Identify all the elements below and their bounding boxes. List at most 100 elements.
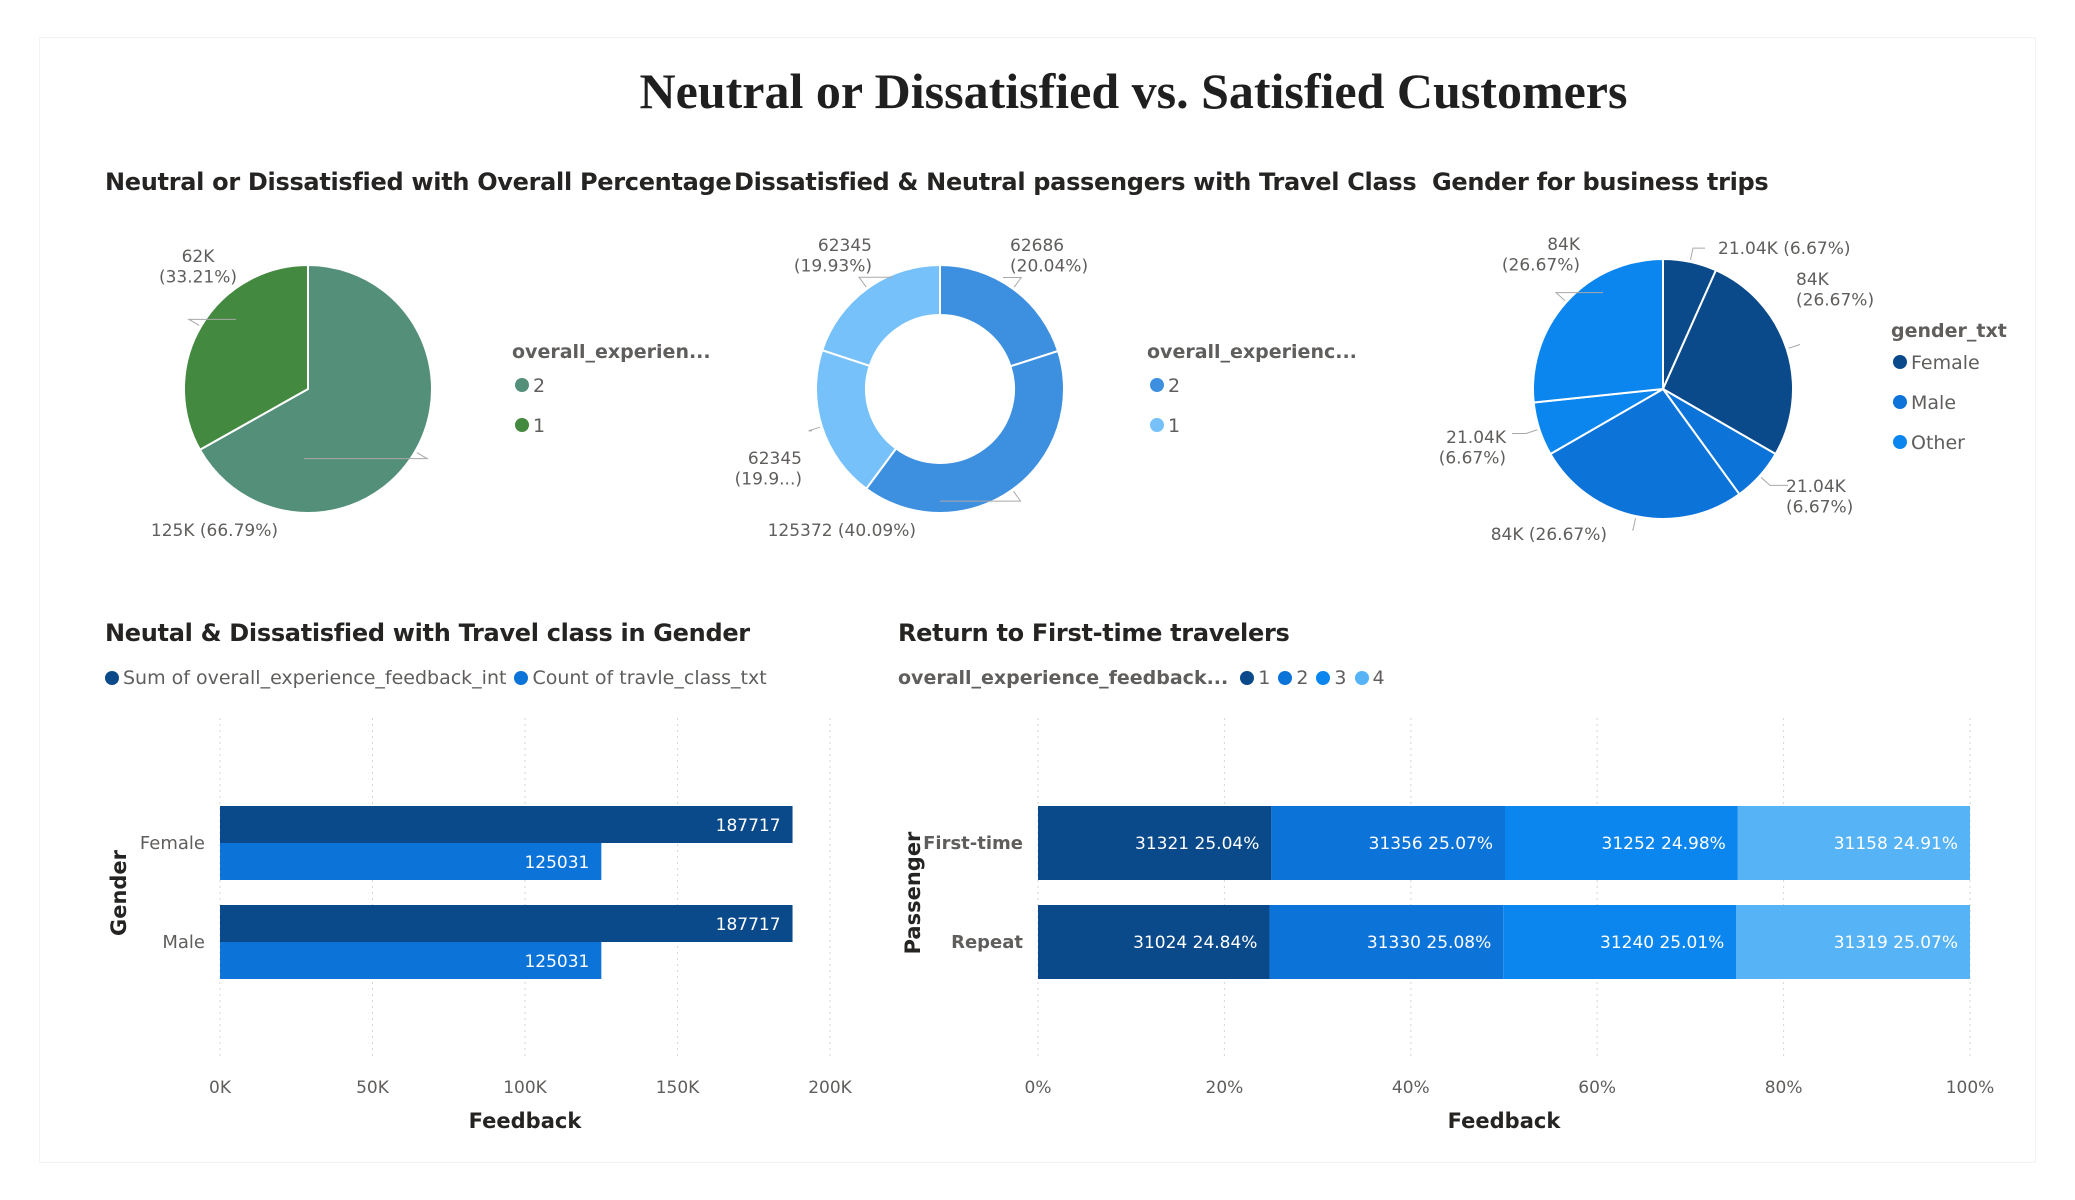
x-tick-label: 40%: [1392, 1078, 1430, 1098]
x-axis-title: Feedback: [1448, 1109, 1562, 1133]
legend-item-other[interactable]: Other: [1911, 432, 1965, 454]
x-tick-label: 20%: [1206, 1078, 1244, 1098]
bar-data-label: 125031: [524, 952, 589, 972]
bar[interactable]: [220, 806, 793, 843]
y-axis-title: Gender: [107, 849, 131, 936]
bar-segment[interactable]: [1038, 806, 1272, 880]
chart-pie3: 21.04K (6.67%) 84K (26.67%) 21.04K (6.67%) 84…: [1439, 235, 1874, 545]
pie1-leader-line: [187, 318, 236, 326]
y-axis-title: Passenger: [901, 831, 925, 954]
bar-data-label: 31158 24.91%: [1834, 834, 1958, 854]
x-tick-label: 60%: [1578, 1078, 1616, 1098]
legend-dot-4-icon: [1354, 671, 1369, 685]
pie3-slice[interactable]: [1549, 387, 1741, 520]
legend-item-2[interactable]: 2: [1296, 667, 1309, 689]
bar-data-label: 31356 25.07%: [1369, 834, 1493, 854]
bar-data-label: 31024 24.84%: [1133, 933, 1257, 953]
legend-item-1[interactable]: 1: [1168, 415, 1180, 437]
legend-dot-2-icon: [1278, 671, 1293, 685]
report-title: Neutral or Dissatisfied vs. Satisfied Cu…: [639, 63, 1628, 119]
legend-item-1[interactable]: 1: [1258, 667, 1271, 689]
pie1-slice[interactable]: [198, 263, 433, 514]
legend-dot-3-icon: [1316, 671, 1331, 685]
pie3-data-label: 21.04K (6.67%): [1718, 239, 1851, 259]
donut-slice[interactable]: [864, 349, 1065, 514]
donut-slice[interactable]: [820, 263, 941, 368]
visual-title-gender-business: Gender for business trips: [1432, 168, 1769, 196]
legend-item-2[interactable]: 2: [533, 375, 545, 397]
donut-data-label: 125372 (40.09%): [768, 521, 916, 541]
pie3-leader-line: [1788, 344, 1801, 349]
category-label-repeat: Repeat: [951, 932, 1023, 953]
bar-segment[interactable]: [1504, 806, 1738, 880]
bar-data-label: 31321 25.04%: [1135, 834, 1259, 854]
legend-item-count[interactable]: Count of travle_class_txt: [532, 667, 767, 689]
bar-data-label: 31319 25.07%: [1834, 933, 1958, 953]
legend-title: gender_txt: [1891, 320, 2007, 342]
legend-item-2[interactable]: 2: [1168, 375, 1180, 397]
bar-segment[interactable]: [1737, 806, 1970, 880]
donut-data-label: 62345 (19.93%): [794, 236, 872, 276]
legend-title: overall_experience_feedback...: [898, 667, 1229, 689]
donut-data-label: 62686 (20.04%): [1010, 236, 1088, 276]
bar-segment[interactable]: [1503, 905, 1737, 979]
pie3-leader-line: [1760, 476, 1788, 486]
pie1-slice[interactable]: [183, 263, 309, 452]
bar-segment[interactable]: [1269, 905, 1504, 979]
pie3-leader-line: [1512, 429, 1538, 434]
legend-item-sum[interactable]: Sum of overall_experience_feedback_int: [123, 667, 507, 689]
legend-dot-icon: [1893, 435, 1907, 449]
visual-title-overall-percentage: Neutral or Dissatisfied with Overall Per…: [105, 168, 732, 196]
x-tick-label: 80%: [1765, 1078, 1803, 1098]
bar2-legend: overall_experience_feedback... 1 2 3 4: [898, 667, 1393, 689]
legend-dot-icon: [1893, 395, 1907, 409]
legend-item-3[interactable]: 3: [1334, 667, 1347, 689]
bar-segment[interactable]: [1038, 905, 1270, 979]
legend-dot-icon: [1150, 418, 1164, 432]
legend-item-female[interactable]: Female: [1911, 352, 1980, 374]
donut-leader-line: [1003, 276, 1023, 288]
bar-segment[interactable]: [1271, 806, 1505, 880]
legend-item-male[interactable]: Male: [1911, 392, 1956, 414]
bar[interactable]: [220, 843, 602, 880]
legend-item-1[interactable]: 1: [533, 415, 545, 437]
x-tick-label: 200K: [808, 1078, 852, 1098]
legend-dot-1-icon: [1240, 671, 1255, 685]
chart-bar1: 0K 50K 100K 150K 200K Female 187717 125031 Male 1…: [107, 718, 853, 1133]
pie1-leader-line: [304, 452, 429, 460]
x-tick-label: 150K: [656, 1078, 700, 1098]
legend-title: overall_experien...: [512, 341, 711, 363]
legend-dot-count-icon: [514, 671, 529, 685]
bar-data-label: 31240 25.01%: [1600, 933, 1724, 953]
bar[interactable]: [220, 905, 793, 942]
donut-legend: overall_experienc... 2 1: [1147, 341, 1357, 437]
pie3-leader-line: [1632, 518, 1637, 531]
legend-dot-icon: [515, 418, 529, 432]
legend-title: overall_experienc...: [1147, 341, 1357, 363]
bar-segment[interactable]: [1736, 905, 1970, 979]
legend-item-4[interactable]: 4: [1372, 667, 1385, 689]
pie3-slice[interactable]: [1661, 268, 1794, 456]
category-label-first-time: First-time: [923, 833, 1023, 854]
x-tick-label: 100K: [503, 1078, 547, 1098]
legend-dot-icon: [515, 378, 529, 392]
x-tick-label: 100%: [1946, 1078, 1995, 1098]
pie3-data-label: 84K (26.67%): [1796, 270, 1874, 310]
pie1-legend: overall_experien... 2 1: [512, 341, 711, 437]
bar-data-label: 31252 24.98%: [1602, 834, 1726, 854]
pie3-slice[interactable]: [1532, 257, 1664, 404]
bar-data-label: 187717: [716, 915, 781, 935]
x-tick-label: 0K: [209, 1078, 232, 1098]
bar[interactable]: [220, 942, 602, 979]
donut-leader-line: [940, 491, 1022, 502]
legend-dot-icon: [1150, 378, 1164, 392]
x-axis-title: Feedback: [469, 1109, 583, 1133]
pie1-data-label: 125K (66.79%): [151, 521, 278, 541]
x-tick-label: 50K: [356, 1078, 390, 1098]
bar-data-label: 125031: [524, 853, 589, 873]
pie3-data-label: 84K (26.67%): [1491, 525, 1607, 545]
donut-data-label: 62345 (19.9...): [735, 449, 802, 489]
legend-dot-sum-icon: [105, 671, 119, 685]
pie1-data-label: 62K (33.21%): [159, 247, 237, 287]
donut-slice[interactable]: [939, 263, 1060, 368]
